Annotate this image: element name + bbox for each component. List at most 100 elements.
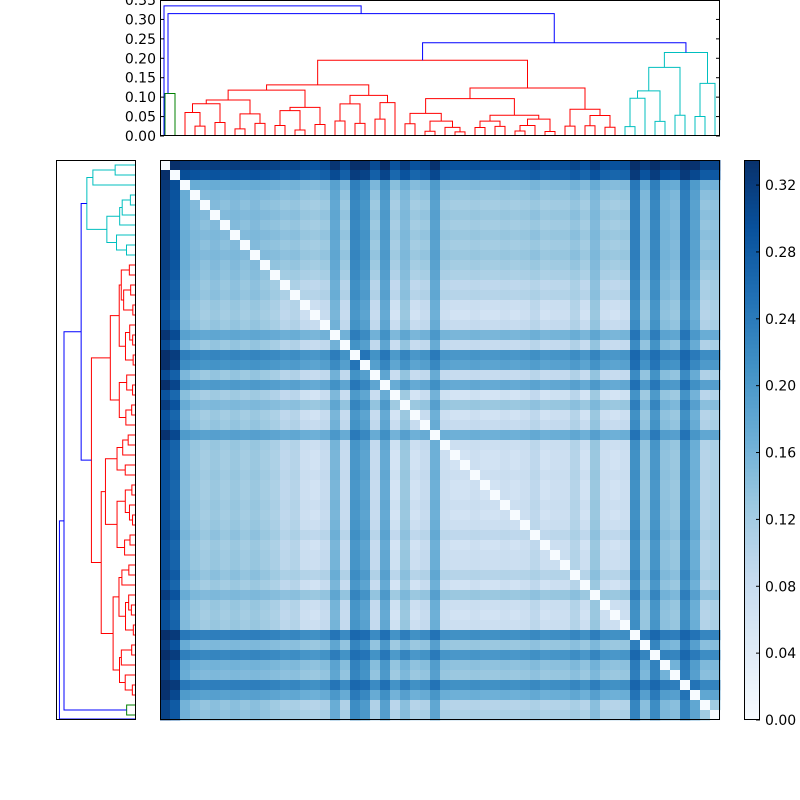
heatmap-cell [490, 610, 501, 621]
heatmap-cell [570, 200, 581, 211]
heatmap-cell [600, 310, 611, 321]
heatmap-cell [470, 670, 481, 681]
dendrogram-link [205, 99, 251, 114]
heatmap-cell [590, 640, 601, 651]
heatmap-cell [690, 380, 701, 391]
heatmap-cell [460, 280, 471, 291]
heatmap-cell [520, 310, 531, 321]
heatmap-cell [650, 190, 661, 201]
heatmap-cell [500, 510, 511, 521]
heatmap-cell [170, 500, 181, 511]
heatmap-cell [680, 450, 691, 461]
heatmap-cell [600, 440, 611, 451]
heatmap-cell [160, 470, 171, 481]
heatmap-cell [210, 680, 221, 691]
dendrogram-link [125, 244, 136, 256]
heatmap-cell [490, 200, 501, 211]
heatmap-cell [350, 630, 361, 641]
heatmap-cell [330, 680, 341, 691]
heatmap-cell [490, 380, 501, 391]
heatmap-cell [300, 580, 311, 591]
heatmap-cell [650, 590, 661, 601]
heatmap-cell [710, 660, 721, 671]
heatmap-cell [270, 460, 281, 471]
heatmap-cell [300, 300, 311, 311]
heatmap-cell [540, 690, 551, 701]
colorbar-segment [744, 408, 760, 413]
heatmap-cell [620, 440, 631, 451]
heatmap-cell [500, 470, 511, 481]
heatmap-cell [170, 390, 181, 401]
heatmap-cell [580, 420, 591, 431]
heatmap-cell [300, 370, 311, 381]
heatmap-cell [680, 500, 691, 511]
heatmap-cell [530, 320, 541, 331]
heatmap-cell [330, 210, 341, 221]
heatmap-cell [190, 540, 201, 551]
colorbar-segment [744, 376, 760, 381]
heatmap-cell [330, 440, 341, 451]
heatmap-cell [290, 320, 301, 331]
heatmap-cell [700, 700, 711, 711]
heatmap-cell [630, 460, 641, 471]
heatmap-cell [250, 680, 261, 691]
heatmap-cell [390, 310, 401, 321]
heatmap-cell [630, 510, 641, 521]
heatmap-cell [310, 380, 321, 391]
heatmap-cell [700, 160, 711, 171]
heatmap-cell [190, 670, 201, 681]
colorbar-segment [744, 296, 760, 301]
heatmap-cell [190, 360, 201, 371]
heatmap-cell [550, 670, 561, 681]
heatmap-cell [360, 610, 371, 621]
heatmap-cell [420, 540, 431, 551]
heatmap-cell [700, 610, 711, 621]
heatmap-cell [250, 350, 261, 361]
heatmap-cell [580, 460, 591, 471]
heatmap-cell [270, 170, 281, 181]
heatmap-cell [480, 320, 491, 331]
heatmap-cell [590, 260, 601, 271]
colorbar-segment [744, 628, 760, 633]
heatmap-cell [280, 380, 291, 391]
heatmap-cell [470, 630, 481, 641]
dendrogram-link [121, 199, 136, 216]
heatmap-cell [230, 300, 241, 311]
heatmap-cell [230, 230, 241, 241]
heatmap-cell [170, 600, 181, 611]
heatmap-cell [230, 500, 241, 511]
heatmap-cell [220, 450, 231, 461]
heatmap-cell [450, 520, 461, 531]
heatmap-cell [240, 280, 251, 291]
heatmap-cell [340, 630, 351, 641]
heatmap-cell [330, 550, 341, 561]
heatmap-cell [710, 550, 721, 561]
heatmap-cell [410, 160, 421, 171]
heatmap-cell [210, 340, 221, 351]
dendrogram-link [279, 110, 301, 131]
heatmap-cell [450, 590, 461, 601]
heatmap-cell [610, 630, 621, 641]
heatmap-cell [200, 490, 211, 501]
heatmap-cell [200, 170, 211, 181]
heatmap-cell [300, 270, 311, 281]
heatmap-cell [550, 710, 561, 721]
heatmap-cell [490, 170, 501, 181]
heatmap-cell [220, 430, 231, 441]
heatmap-cell [380, 200, 391, 211]
heatmap-cell [680, 540, 691, 551]
heatmap-cell [710, 320, 721, 331]
heatmap-cell [340, 600, 351, 611]
heatmap-cell [650, 230, 661, 241]
heatmap-cell [630, 400, 641, 411]
heatmap-cell [570, 280, 581, 291]
heatmap-cell [600, 460, 611, 471]
heatmap-cell [390, 470, 401, 481]
heatmap-cell [370, 400, 381, 411]
heatmap-cell [510, 630, 521, 641]
heatmap-cell [490, 190, 501, 201]
heatmap-cell [360, 260, 371, 271]
heatmap-cell [390, 560, 401, 571]
heatmap-cell [640, 470, 651, 481]
heatmap-cell [550, 300, 561, 311]
